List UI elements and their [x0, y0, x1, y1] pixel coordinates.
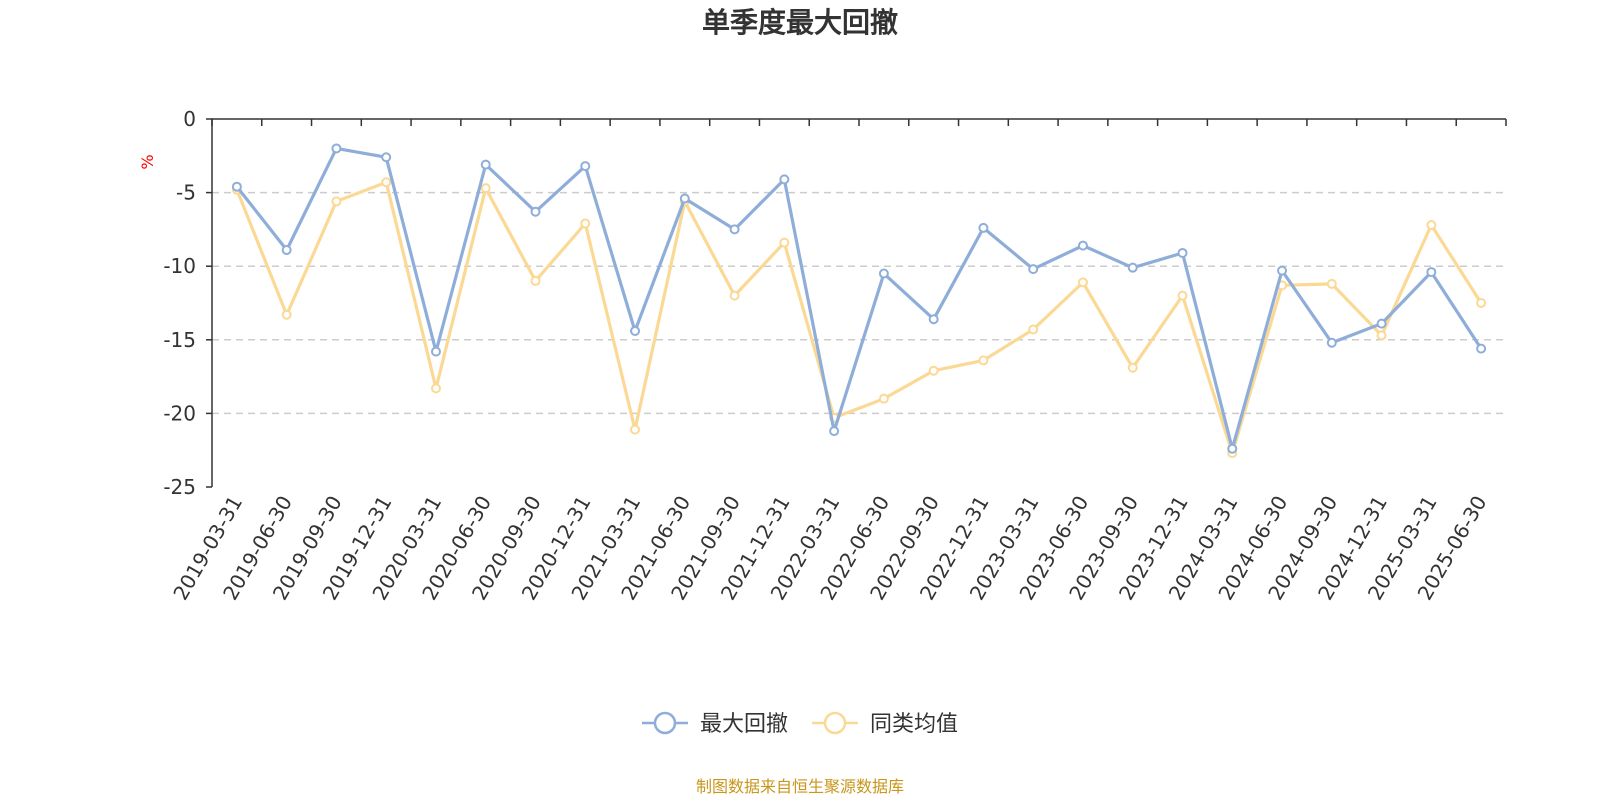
data-point[interactable]: [729, 224, 740, 235]
data-point[interactable]: [381, 152, 392, 163]
series-1: [231, 143, 1487, 454]
data-point[interactable]: [530, 206, 541, 217]
data-point[interactable]: [978, 222, 989, 233]
data-point[interactable]: [1028, 264, 1039, 275]
data-point[interactable]: [928, 314, 939, 325]
y-axis-unit-label: %: [138, 154, 157, 169]
data-point[interactable]: [878, 268, 889, 279]
data-point[interactable]: [580, 161, 591, 172]
legend-marker-icon: [823, 711, 847, 735]
data-point[interactable]: [1476, 343, 1487, 354]
data-point[interactable]: [779, 237, 790, 248]
chart-title: 单季度最大回撤: [702, 6, 898, 39]
legend-item-2[interactable]: 同类均值: [812, 711, 958, 737]
data-point[interactable]: [1127, 362, 1138, 373]
data-point[interactable]: [231, 181, 242, 192]
legend-marker-icon: [653, 711, 677, 735]
data-point[interactable]: [1028, 324, 1039, 335]
data-point[interactable]: [1326, 278, 1337, 289]
data-point[interactable]: [878, 393, 889, 404]
series-line: [235, 180, 1483, 455]
data-point[interactable]: [480, 183, 491, 194]
series-lines: [231, 143, 1487, 459]
legend-label: 同类均值: [870, 712, 958, 737]
data-point[interactable]: [1177, 290, 1188, 301]
data-point[interactable]: [1227, 443, 1238, 454]
data-point[interactable]: [779, 174, 790, 185]
data-point[interactable]: [1376, 330, 1387, 341]
data-point[interactable]: [1127, 262, 1138, 273]
data-point[interactable]: [331, 143, 342, 154]
data-point[interactable]: [1426, 219, 1437, 230]
data-point[interactable]: [1376, 318, 1387, 329]
data-point[interactable]: [1426, 267, 1437, 278]
y-tick-label: -20: [163, 401, 196, 425]
y-tick-label: -10: [163, 254, 196, 278]
data-point[interactable]: [1077, 240, 1088, 251]
data-point[interactable]: [630, 325, 641, 336]
data-point[interactable]: [1326, 337, 1337, 348]
series-line: [235, 146, 1483, 451]
legend-item-1[interactable]: 最大回撤: [642, 711, 788, 737]
data-point[interactable]: [729, 290, 740, 301]
y-tick-label: -15: [163, 328, 196, 352]
data-point[interactable]: [829, 426, 840, 437]
data-source-note: 制图数据来自恒生聚源数据库: [696, 777, 904, 796]
data-point[interactable]: [281, 309, 292, 320]
legend-label: 最大回撤: [700, 712, 788, 737]
grid-lines: [212, 191, 1506, 415]
data-point[interactable]: [1277, 265, 1288, 276]
data-point[interactable]: [1476, 298, 1487, 308]
legend: 最大回撤 同类均值: [642, 711, 958, 737]
y-tick-label: 0: [183, 107, 196, 131]
y-tick-label: -25: [163, 475, 196, 499]
data-point[interactable]: [630, 424, 641, 435]
data-point[interactable]: [1077, 277, 1088, 288]
y-tick-label: -5: [176, 181, 196, 205]
data-point[interactable]: [430, 346, 441, 357]
data-point[interactable]: [381, 177, 392, 188]
data-point[interactable]: [430, 383, 441, 394]
series-2: [231, 177, 1487, 459]
data-point[interactable]: [331, 196, 342, 207]
data-point[interactable]: [679, 193, 690, 204]
data-point[interactable]: [480, 159, 491, 170]
data-point[interactable]: [978, 355, 989, 366]
data-point[interactable]: [281, 245, 292, 256]
data-point[interactable]: [530, 275, 541, 286]
data-point[interactable]: [580, 218, 591, 229]
axes: 0-5-10-15-20-252019-03-312019-06-302019-…: [163, 107, 1507, 604]
data-point[interactable]: [928, 365, 939, 376]
data-point[interactable]: [1177, 247, 1188, 258]
